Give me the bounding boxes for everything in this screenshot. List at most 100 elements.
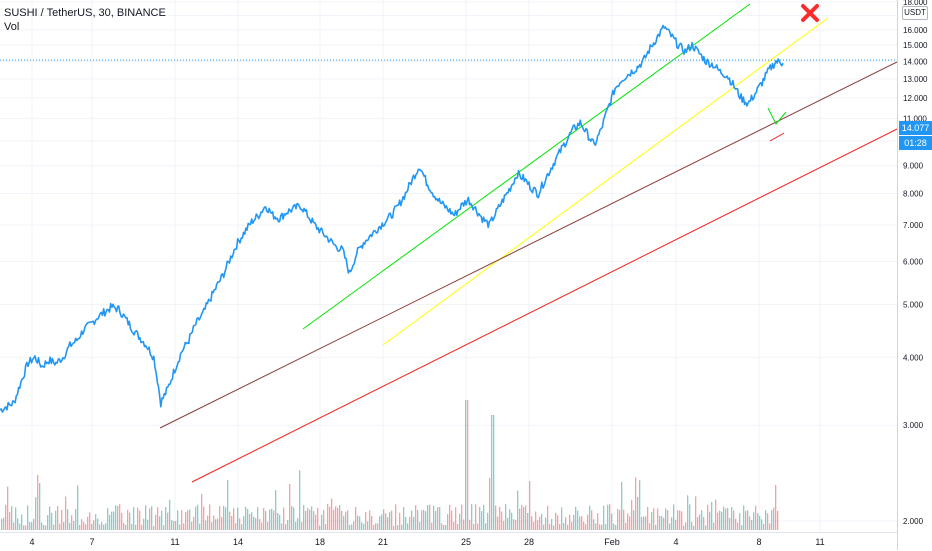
- volume-bar: [227, 479, 229, 530]
- volume-bar: [19, 523, 21, 530]
- volume-bar: [7, 486, 9, 530]
- volume-bar: [277, 512, 279, 530]
- center-channel-line: [159, 61, 898, 429]
- triangle-lower: [769, 132, 785, 142]
- volume-bar: [617, 508, 619, 530]
- volume-bar: [307, 508, 309, 530]
- volume-bar: [135, 524, 137, 530]
- volume-bar: [357, 515, 359, 530]
- volume-bar: [645, 516, 647, 530]
- volume-bar: [611, 513, 613, 530]
- volume-bar: [303, 505, 305, 530]
- volume-bar: [529, 481, 531, 530]
- volume-bar: [419, 522, 421, 530]
- volume-bar: [579, 516, 581, 530]
- volume-bar: [437, 507, 439, 530]
- volume-bar: [285, 524, 287, 530]
- volume-bar: [257, 507, 259, 530]
- volume-bar: [591, 510, 593, 530]
- cross-marker-stroke-b: [801, 4, 819, 22]
- volume-bar: [337, 507, 339, 530]
- volume-bar: [279, 514, 281, 530]
- volume-bar: [453, 521, 455, 530]
- volume-bar: [39, 483, 41, 530]
- volume-bar: [705, 525, 707, 530]
- volume-bar: [271, 508, 273, 530]
- volume-bar: [711, 501, 713, 530]
- volume-bar: [315, 514, 317, 530]
- volume-bar: [395, 504, 397, 530]
- volume-bar: [765, 510, 767, 530]
- volume-bar: [309, 509, 311, 530]
- volume-bar: [1, 518, 3, 530]
- volume-bar: [681, 511, 683, 530]
- volume-bar: [723, 506, 725, 530]
- volume-bar: [409, 516, 411, 530]
- volume-bar: [9, 512, 11, 530]
- volume-bar: [165, 507, 167, 530]
- volume-bar: [775, 484, 777, 530]
- volume-bar: [583, 521, 585, 530]
- time-axis[interactable]: [0, 532, 897, 551]
- volume-bar: [471, 504, 473, 530]
- volume-bar: [147, 519, 149, 530]
- volume-bar: [253, 516, 255, 530]
- volume-bar: [381, 514, 383, 530]
- volume-bar: [689, 504, 691, 530]
- volume-bar: [371, 515, 373, 530]
- volume-bar: [349, 525, 351, 530]
- volume-bar: [15, 507, 17, 530]
- volume-bar: [535, 511, 537, 530]
- volume-bar: [721, 511, 723, 530]
- volume-bar: [335, 506, 337, 530]
- volume-bar: [99, 524, 101, 530]
- volume-bar: [673, 504, 675, 530]
- volume-bar: [97, 518, 99, 530]
- volume-bar: [561, 507, 563, 530]
- volume-bar: [129, 512, 131, 530]
- volume-bar: [489, 477, 491, 530]
- volume-bar: [175, 520, 177, 530]
- volume-bar: [599, 524, 601, 530]
- volume-bar: [413, 516, 415, 530]
- volume-bar: [435, 511, 437, 530]
- volume-bar: [671, 517, 673, 530]
- volume-bar: [217, 518, 219, 530]
- volume-bar: [117, 505, 119, 530]
- volume-bar: [683, 525, 685, 530]
- volume-bar: [363, 523, 365, 530]
- volume-bar: [59, 523, 61, 530]
- volume-bar: [131, 523, 133, 530]
- volume-bar: [699, 514, 701, 530]
- volume-bar: [123, 522, 125, 530]
- lower-channel-line: [191, 128, 898, 483]
- volume-bar: [95, 514, 97, 530]
- volume-bar: [575, 506, 577, 530]
- volume-bar: [333, 509, 335, 530]
- volume-bar: [533, 521, 535, 530]
- volume-bar: [523, 507, 525, 530]
- volume-bar: [207, 515, 209, 530]
- price-axis[interactable]: [897, 0, 932, 550]
- volume-bar: [455, 507, 457, 530]
- volume-bar: [595, 523, 597, 530]
- volume-bar: [473, 524, 475, 530]
- volume-bar: [23, 525, 25, 530]
- volume-bar: [205, 520, 207, 530]
- volume-bar: [557, 515, 559, 530]
- volume-bar: [143, 518, 145, 530]
- volume-bar: [637, 496, 639, 530]
- volume-bar: [37, 475, 39, 530]
- price-series-line: [0, 24, 784, 413]
- currency-badge[interactable]: USDT: [902, 6, 928, 20]
- volume-bar: [467, 400, 469, 530]
- volume-bar: [119, 504, 121, 530]
- volume-bar: [211, 522, 213, 530]
- volume-bar: [613, 523, 615, 530]
- volume-bar: [447, 514, 449, 530]
- volume-bar: [565, 517, 567, 530]
- volume-bar: [559, 523, 561, 530]
- volume-bar: [295, 521, 297, 530]
